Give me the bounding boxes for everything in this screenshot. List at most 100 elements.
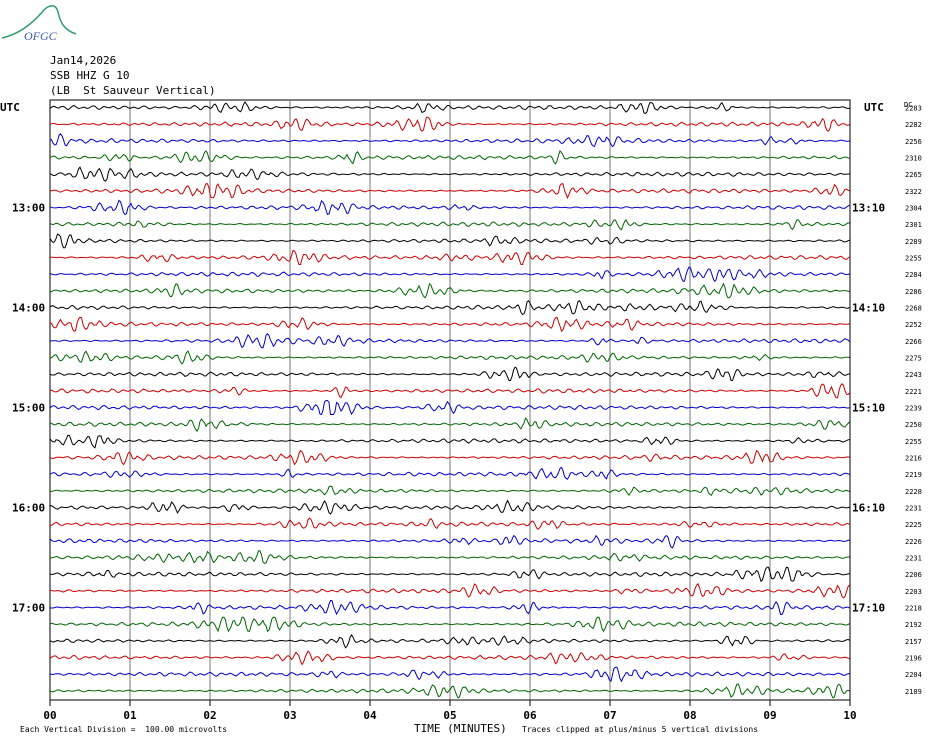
seismic-trace bbox=[49, 534, 850, 549]
logo-mountain-outline bbox=[1, 5, 77, 39]
x-tick-label: 07 bbox=[603, 709, 616, 722]
seismic-trace bbox=[50, 249, 850, 265]
utc-label-right: UTC bbox=[864, 101, 884, 114]
seismic-trace bbox=[49, 566, 850, 583]
dc-value-label: 2304 bbox=[905, 205, 922, 213]
dc-value-label: 2256 bbox=[905, 138, 922, 146]
dc-value-label: 2192 bbox=[905, 621, 922, 629]
left-time-label: 13:00 bbox=[12, 202, 45, 215]
seismic-trace bbox=[49, 683, 850, 699]
dc-value-label: 2206 bbox=[905, 571, 922, 579]
x-tick-label: 02 bbox=[203, 709, 216, 722]
x-tick-label: 08 bbox=[683, 709, 696, 722]
dc-value-label: 2255 bbox=[905, 438, 922, 446]
dc-value-label: 2226 bbox=[905, 538, 922, 546]
chart-traces bbox=[49, 101, 850, 699]
x-tick-label: 01 bbox=[123, 709, 137, 722]
seismic-trace bbox=[49, 666, 850, 683]
right-time-label: 14:10 bbox=[852, 302, 885, 315]
seismic-trace bbox=[49, 282, 850, 299]
dc-value-label: 2216 bbox=[905, 455, 922, 463]
seismic-trace bbox=[49, 633, 850, 649]
dc-value-label: 2310 bbox=[905, 155, 922, 163]
dc-value-label: 2203 bbox=[905, 588, 922, 596]
seismic-trace bbox=[49, 517, 850, 530]
x-tick-label: 00 bbox=[43, 709, 56, 722]
x-tick-label: 05 bbox=[443, 709, 456, 722]
header-location: (LB St Sauveur Vertical) bbox=[50, 84, 216, 97]
dc-value-label: 2228 bbox=[905, 488, 922, 496]
dc-value-label: 2252 bbox=[905, 321, 922, 329]
dc-value-label: 2275 bbox=[905, 355, 922, 363]
left-time-label: 15:00 bbox=[12, 402, 45, 415]
seismic-trace bbox=[49, 485, 850, 497]
dc-value-label: 2282 bbox=[905, 121, 922, 129]
x-axis-title: TIME (MINUTES) bbox=[414, 722, 507, 735]
seismic-trace bbox=[49, 199, 850, 216]
seismic-trace bbox=[49, 101, 850, 115]
seismic-trace bbox=[49, 183, 850, 200]
x-tick-label: 09 bbox=[763, 709, 776, 722]
dc-value-label: 2239 bbox=[905, 405, 922, 413]
right-time-label: 15:10 bbox=[852, 402, 885, 415]
dc-value-label: 2284 bbox=[905, 271, 922, 279]
dc-value-label: 2221 bbox=[905, 388, 922, 396]
x-tick-label: 04 bbox=[363, 709, 377, 722]
seismic-trace bbox=[49, 299, 850, 316]
dc-value-label: 2225 bbox=[905, 521, 922, 529]
seismic-trace bbox=[49, 582, 850, 599]
seismic-trace bbox=[49, 166, 850, 182]
dc-value-label: 2243 bbox=[905, 371, 922, 379]
left-time-label: 14:00 bbox=[12, 302, 45, 315]
header-date: Jan14,2026 bbox=[50, 54, 117, 67]
seismic-trace bbox=[49, 400, 850, 416]
dc-value-label: 2266 bbox=[905, 338, 922, 346]
right-time-label: 13:10 bbox=[852, 202, 885, 215]
seismic-trace bbox=[49, 116, 850, 132]
seismic-trace bbox=[49, 599, 850, 616]
seismic-trace bbox=[49, 350, 850, 365]
seismic-trace bbox=[49, 616, 850, 633]
dc-value-label: 2268 bbox=[905, 305, 922, 313]
x-tick-label: 06 bbox=[523, 709, 537, 722]
seismic-trace bbox=[49, 650, 850, 666]
utc-label-left: UTC bbox=[0, 101, 20, 114]
dc-value-label: 2231 bbox=[905, 505, 922, 513]
dc-value-label: 2265 bbox=[905, 171, 922, 179]
seismic-trace bbox=[49, 233, 850, 249]
dc-value-label: 2283 bbox=[905, 105, 922, 113]
dc-value-label: 2218 bbox=[905, 605, 922, 613]
dc-value-label: 2231 bbox=[905, 555, 922, 563]
logo-text: OFGC bbox=[24, 29, 58, 43]
ofgc-logo: OFGC bbox=[1, 5, 77, 43]
seismic-trace bbox=[49, 218, 850, 231]
seismic-trace bbox=[49, 316, 850, 333]
dc-value-label: 2219 bbox=[905, 471, 922, 479]
dc-value-label: 2286 bbox=[905, 288, 922, 296]
dc-value-label: 2289 bbox=[905, 238, 922, 246]
seismic-trace bbox=[49, 383, 850, 399]
seismic-trace bbox=[49, 434, 850, 449]
seismic-trace bbox=[49, 449, 850, 466]
seismic-trace bbox=[49, 266, 850, 282]
seismic-trace bbox=[49, 466, 850, 480]
header-station: SSB HHZ G 10 bbox=[50, 69, 130, 82]
footer-clip-note: Traces clipped at plus/minus 5 vertical … bbox=[522, 725, 759, 734]
dc-value-label: 2189 bbox=[905, 688, 922, 696]
left-time-label: 16:00 bbox=[12, 502, 45, 515]
dc-header-label: DC bbox=[904, 101, 912, 109]
dc-value-label: 2322 bbox=[905, 188, 922, 196]
dc-value-label: 2204 bbox=[905, 671, 922, 679]
footer-scale-note: Each Vertical Division = 100.00 microvol… bbox=[20, 725, 228, 734]
right-time-label: 17:10 bbox=[852, 602, 885, 615]
dc-value-label: 2250 bbox=[905, 421, 922, 429]
seismic-trace bbox=[49, 366, 850, 382]
seismic-trace bbox=[49, 499, 850, 515]
seismic-trace bbox=[49, 149, 850, 165]
seismic-trace bbox=[50, 417, 850, 433]
seismic-trace bbox=[49, 133, 850, 148]
left-time-label: 17:00 bbox=[12, 602, 45, 615]
x-tick-label: 10 bbox=[843, 709, 856, 722]
dc-value-label: 2196 bbox=[905, 655, 922, 663]
